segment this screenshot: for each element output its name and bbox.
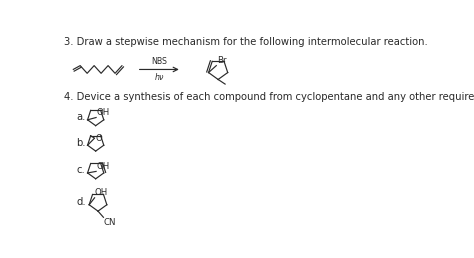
Text: a.: a. [76, 112, 86, 122]
Text: OH: OH [97, 108, 110, 117]
Text: OH: OH [95, 188, 108, 197]
Text: 3. Draw a stepwise mechanism for the following intermolecular reaction.: 3. Draw a stepwise mechanism for the fol… [64, 37, 428, 47]
Text: hν: hν [155, 72, 164, 82]
Text: O: O [95, 134, 102, 143]
Text: OH: OH [97, 162, 110, 171]
Text: Br: Br [217, 56, 227, 65]
Text: 4. Device a synthesis of each compound from cyclopentane and any other required : 4. Device a synthesis of each compound f… [64, 92, 474, 102]
Text: c.: c. [76, 165, 85, 175]
Text: b.: b. [76, 138, 86, 148]
Text: d.: d. [76, 197, 86, 207]
Text: CN: CN [103, 218, 116, 227]
Text: NBS: NBS [151, 57, 167, 66]
